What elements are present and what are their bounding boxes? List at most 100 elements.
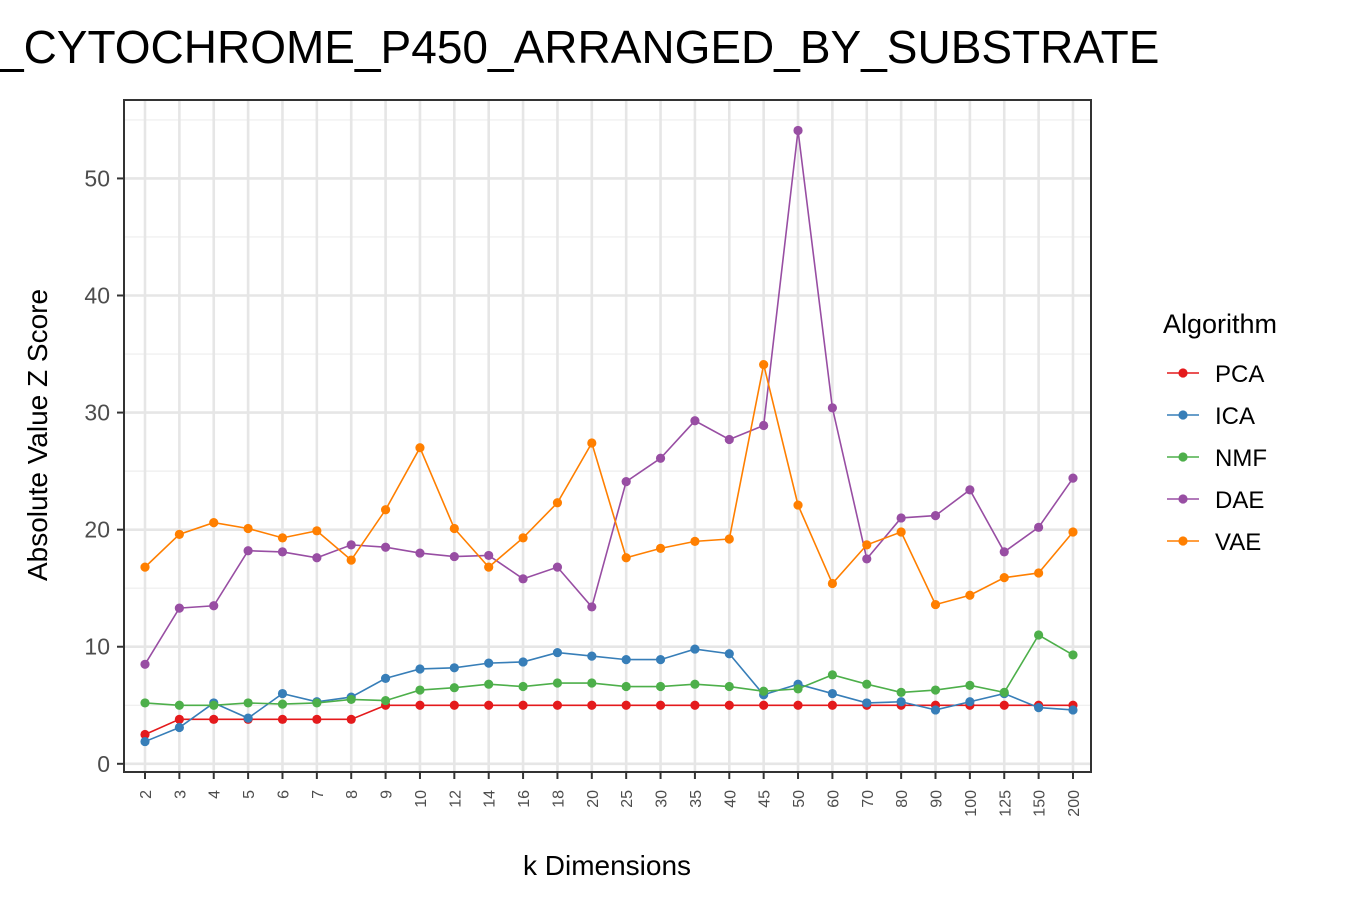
series-line-dae bbox=[144, 130, 1074, 665]
data-point-pca bbox=[827, 700, 838, 710]
data-point-vae bbox=[277, 533, 288, 543]
data-point-pca bbox=[690, 700, 700, 710]
data-point-vae bbox=[346, 555, 356, 565]
data-point-nmf bbox=[690, 679, 700, 689]
data-point-nmf bbox=[827, 670, 838, 680]
data-point-ica bbox=[277, 688, 288, 699]
legend-item-pca: PCA bbox=[1167, 361, 1264, 388]
x-tick-label: 4 bbox=[207, 790, 224, 799]
data-point-vae bbox=[793, 500, 803, 510]
data-point-ica bbox=[587, 651, 597, 661]
data-point-dae bbox=[449, 551, 459, 562]
series-line-ica bbox=[144, 648, 1074, 743]
data-point-ica bbox=[380, 673, 391, 683]
x-tick-label: 10 bbox=[413, 790, 430, 808]
data-point-vae bbox=[552, 498, 563, 508]
data-point-ica bbox=[449, 663, 459, 673]
data-point-vae bbox=[827, 578, 838, 589]
y-tick-label: 20 bbox=[84, 517, 110, 543]
data-point-vae bbox=[243, 523, 253, 534]
legend-item-dae: DAE bbox=[1167, 487, 1264, 514]
data-point-pca bbox=[793, 700, 803, 710]
data-point-nmf bbox=[484, 679, 494, 689]
data-point-dae bbox=[965, 485, 975, 495]
legend-title: Algorithm bbox=[1163, 309, 1277, 339]
data-point-pca bbox=[655, 700, 666, 710]
data-point-nmf bbox=[174, 700, 184, 710]
plot-panel bbox=[123, 99, 1092, 773]
series-line-vae bbox=[144, 364, 1074, 606]
panel-border bbox=[123, 99, 1092, 773]
data-point-ica bbox=[930, 705, 941, 715]
data-point-dae bbox=[793, 125, 803, 136]
data-point-dae bbox=[587, 602, 597, 612]
data-point-pca bbox=[140, 729, 150, 740]
x-tick-label: 35 bbox=[688, 790, 705, 808]
x-tick-label: 25 bbox=[619, 790, 636, 808]
x-tick-label: 150 bbox=[1032, 790, 1049, 817]
data-point-pca bbox=[312, 714, 322, 724]
series-nmf bbox=[140, 630, 1078, 710]
x-tick-label: 12 bbox=[447, 790, 464, 808]
data-point-dae bbox=[1068, 473, 1078, 483]
data-point-vae bbox=[862, 540, 872, 550]
data-point-pca bbox=[449, 700, 459, 710]
data-point-dae bbox=[621, 477, 631, 487]
data-point-nmf bbox=[312, 698, 322, 708]
data-point-dae bbox=[930, 511, 941, 521]
data-point-dae bbox=[552, 562, 563, 572]
x-tick-label: 5 bbox=[241, 790, 258, 799]
data-point-pca bbox=[174, 714, 184, 724]
data-point-nmf bbox=[793, 684, 803, 694]
data-point-nmf bbox=[621, 681, 631, 692]
data-point-ica bbox=[518, 657, 528, 667]
data-point-dae bbox=[862, 554, 872, 564]
data-point-nmf bbox=[449, 683, 459, 693]
legend-key-point bbox=[1178, 452, 1188, 462]
chart-title: _CYTOCHROME_P450_ARRANGED_BY_SUBSTRATE bbox=[0, 21, 1159, 73]
data-point-vae bbox=[140, 562, 150, 572]
data-point-dae bbox=[999, 547, 1009, 557]
x-tick-label: 3 bbox=[172, 790, 189, 799]
y-axis: 0 10 20 30 40 50 bbox=[84, 165, 124, 777]
legend-key-point bbox=[1178, 494, 1188, 504]
x-tick-label: 14 bbox=[482, 790, 499, 808]
data-point-nmf bbox=[1034, 630, 1044, 640]
data-point-vae bbox=[484, 562, 494, 572]
data-point-dae bbox=[690, 416, 700, 426]
legend-label: NMF bbox=[1215, 445, 1267, 472]
legend-label: PCA bbox=[1215, 361, 1264, 388]
x-tick-label: 80 bbox=[894, 790, 911, 808]
data-point-nmf bbox=[380, 695, 391, 706]
x-tick-label: 9 bbox=[379, 790, 396, 799]
y-tick-label: 30 bbox=[84, 400, 110, 426]
x-axis: 2 3 4 5 6 7 8 9 10 12 14 16 18 20 25 30 35 40 45 50 60 70 80 90… bbox=[138, 772, 1083, 817]
data-point-vae bbox=[312, 526, 322, 536]
data-point-pca bbox=[999, 700, 1009, 710]
data-point-vae bbox=[896, 527, 906, 537]
data-point-pca bbox=[552, 700, 563, 710]
data-point-nmf bbox=[999, 687, 1009, 697]
legend: Algorithm PCA ICA NMF DAE VAE bbox=[1163, 309, 1277, 556]
x-tick-label: 70 bbox=[860, 790, 877, 808]
x-tick-label: 50 bbox=[791, 790, 808, 808]
data-point-ica bbox=[827, 688, 838, 699]
data-point-nmf bbox=[518, 681, 528, 692]
data-point-nmf bbox=[243, 698, 253, 708]
x-tick-label: 100 bbox=[963, 790, 980, 817]
x-tick-label: 90 bbox=[929, 790, 946, 808]
data-point-pca bbox=[484, 700, 494, 710]
legend-item-nmf: NMF bbox=[1167, 445, 1267, 472]
legend-label: VAE bbox=[1215, 529, 1261, 556]
data-point-nmf bbox=[415, 685, 425, 695]
panel-background bbox=[124, 100, 1091, 772]
series-vae bbox=[140, 359, 1078, 610]
data-point-vae bbox=[690, 536, 700, 546]
data-point-dae bbox=[724, 434, 734, 445]
data-point-dae bbox=[140, 659, 150, 669]
data-point-ica bbox=[1034, 703, 1044, 713]
data-point-vae bbox=[930, 599, 941, 610]
data-point-dae bbox=[484, 550, 494, 561]
data-point-dae bbox=[415, 548, 425, 558]
data-point-nmf bbox=[930, 685, 941, 695]
